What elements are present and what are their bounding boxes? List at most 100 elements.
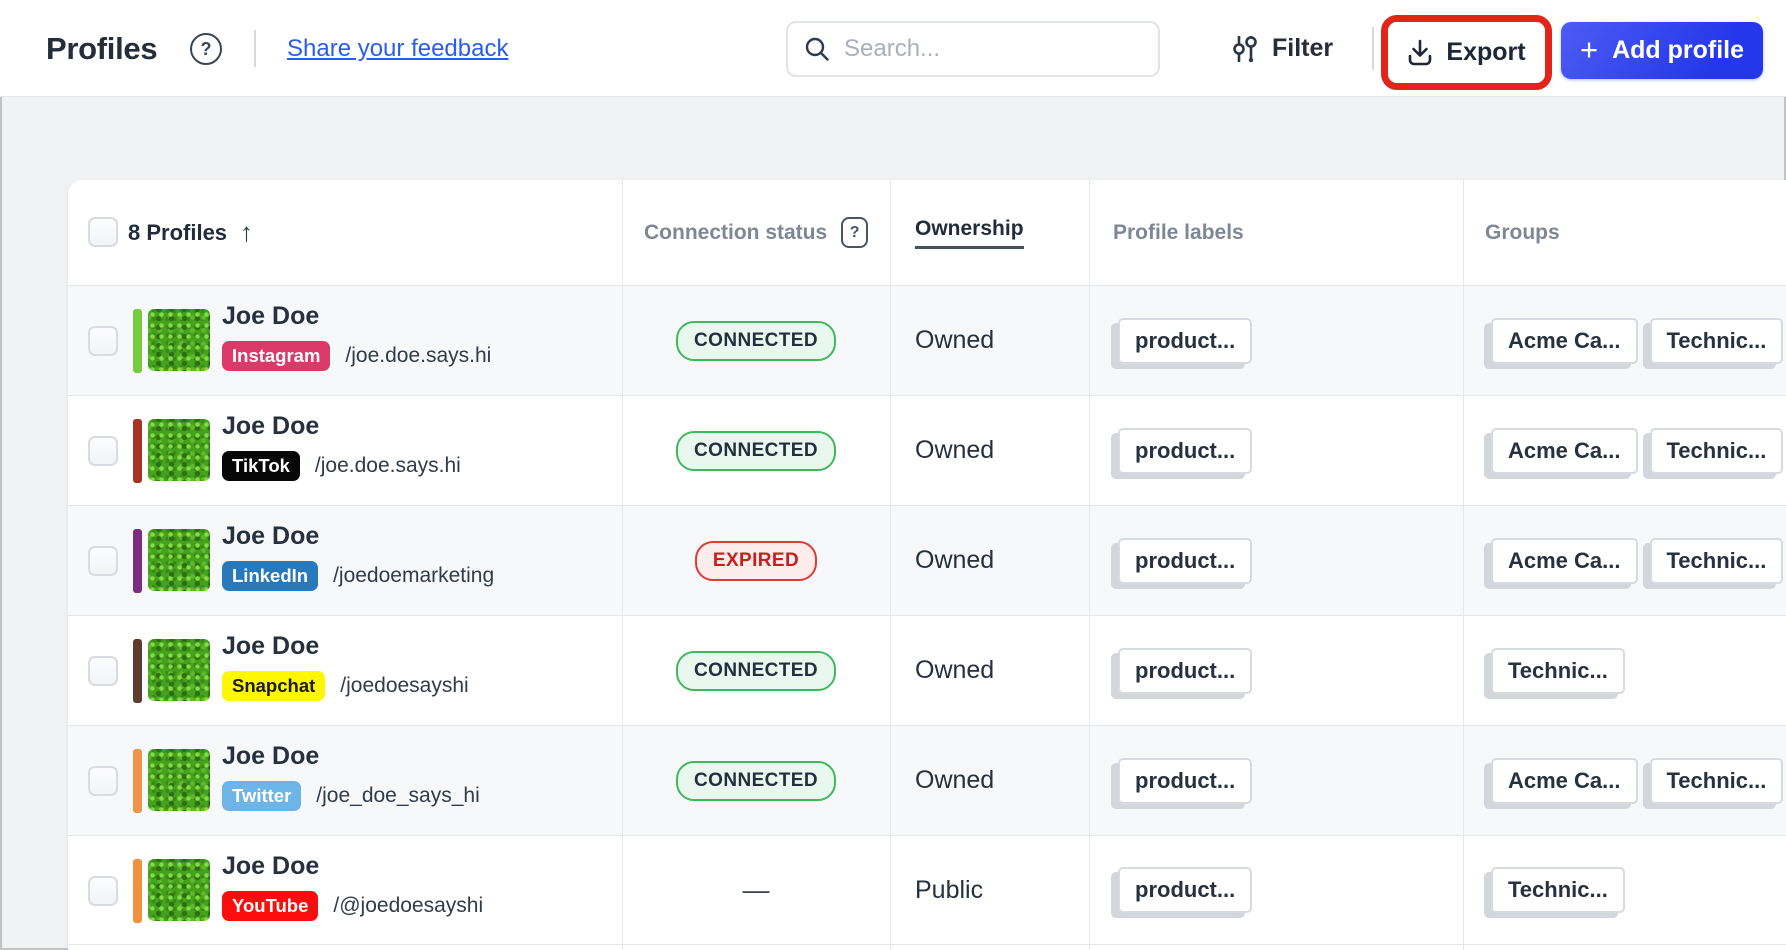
network-badge: Snapchat <box>222 671 326 702</box>
export-button[interactable]: Export <box>1388 22 1545 83</box>
profile-color-bar <box>133 749 142 813</box>
connection-status-cell: EXPIRED <box>622 506 890 615</box>
profile-labels-cell: product... <box>1118 726 1253 835</box>
column-help-glyph: ? <box>849 223 860 241</box>
column-header-ownership[interactable]: Ownership <box>915 180 1024 285</box>
column-divider <box>1089 180 1090 950</box>
search-input[interactable] <box>844 35 1142 63</box>
ownership-cell: Public <box>915 875 984 904</box>
filter-label: Filter <box>1272 34 1334 62</box>
add-profile-button[interactable]: + Add profile <box>1561 22 1763 79</box>
profile-handle: /joedoesayshi <box>340 674 469 698</box>
ownership-label: Ownership <box>915 217 1024 249</box>
column-header-groups: Groups <box>1485 220 1560 244</box>
group-chip[interactable]: Acme Ca... <box>1491 427 1638 474</box>
row-checkbox[interactable] <box>88 326 118 356</box>
table-row[interactable]: Joe Doe Instagram /joe.doe.says.hi CONNE… <box>68 285 1786 395</box>
profile-subline: LinkedIn /joedoemarketing <box>222 561 494 592</box>
add-profile-label: Add profile <box>1612 36 1745 64</box>
profile-color-bar <box>133 859 142 923</box>
groups-cell: Acme Ca... Technic... <box>1491 506 1784 615</box>
help-icon[interactable]: ? <box>190 33 222 65</box>
status-badge: CONNECTED <box>676 650 836 691</box>
group-chip[interactable]: Technic... <box>1649 537 1784 584</box>
status-badge: EXPIRED <box>694 540 818 581</box>
search-icon <box>805 37 829 61</box>
network-badge: LinkedIn <box>222 561 319 592</box>
profile-subline: Snapchat /joedoesayshi <box>222 671 469 702</box>
column-divider <box>1463 180 1464 950</box>
table-row[interactable]: Joe Doe Twitter /joe_doe_says_hi CONNECT… <box>68 725 1786 835</box>
share-feedback-link[interactable]: Share your feedback <box>287 34 509 62</box>
ownership-cell: Owned <box>915 546 995 574</box>
table-row[interactable]: Joe Doe TikTok /joe.doe.says.hi CONNECTE… <box>68 395 1786 505</box>
divider <box>1372 27 1374 70</box>
avatar <box>148 639 210 701</box>
profile-label-chip[interactable]: product... <box>1118 647 1253 694</box>
profiles-table: 8 Profiles ↑ Connection status ? Ownersh… <box>68 180 1786 950</box>
group-chip[interactable]: Technic... <box>1649 427 1784 474</box>
column-header-profile-labels: Profile labels <box>1113 220 1244 244</box>
profiles-count-header: 8 Profiles <box>128 219 228 245</box>
status-badge: CONNECTED <box>676 320 836 361</box>
profile-subline: Twitter /joe_doe_says_hi <box>222 781 480 812</box>
sort-ascending-icon[interactable]: ↑ <box>240 217 253 247</box>
profile-label-chip[interactable]: product... <box>1118 427 1253 474</box>
search-box[interactable] <box>786 21 1160 77</box>
profile-label-chip[interactable]: product... <box>1118 317 1253 364</box>
column-header-connection-status: Connection status ? <box>644 180 869 285</box>
status-badge: — <box>742 874 770 905</box>
ownership-cell: Owned <box>915 766 995 794</box>
group-chip[interactable]: Technic... <box>1649 317 1784 364</box>
profile-label-chip[interactable]: product... <box>1118 537 1253 584</box>
plus-icon: + <box>1579 31 1599 67</box>
filter-button[interactable]: Filter <box>1231 0 1333 97</box>
network-badge: Twitter <box>222 781 302 812</box>
column-help-icon[interactable]: ? <box>841 217 869 248</box>
profile-label-chip[interactable]: product... <box>1118 757 1253 804</box>
row-checkbox[interactable] <box>88 546 118 576</box>
groups-cell: Acme Ca... Technic... <box>1491 726 1784 835</box>
group-chip[interactable]: Acme Ca... <box>1491 317 1638 364</box>
profile-subline: TikTok /joe.doe.says.hi <box>222 451 461 482</box>
profile-label-chip[interactable]: product... <box>1118 867 1253 913</box>
profile-color-bar <box>133 419 142 483</box>
profile-labels-cell: product... <box>1118 836 1253 944</box>
profile-handle: /joe_doe_says_hi <box>316 784 480 808</box>
avatar <box>148 749 210 811</box>
ownership-cell: Owned <box>915 436 995 464</box>
group-chip[interactable]: Technic... <box>1491 647 1625 694</box>
profile-handle: /joe.doe.says.hi <box>345 344 492 368</box>
profile-labels-cell: product... <box>1118 616 1253 725</box>
profile-name: Joe Doe <box>222 632 320 660</box>
table-row[interactable]: Joe Doe LinkedIn /joedoemarketing EXPIRE… <box>68 505 1786 615</box>
connection-status-cell: CONNECTED <box>622 286 890 395</box>
profile-color-bar <box>133 639 142 703</box>
row-checkbox[interactable] <box>88 656 118 686</box>
profile-handle: /@joedoesayshi <box>333 894 484 918</box>
connection-status-cell: CONNECTED <box>622 616 890 725</box>
profile-name: Joe Doe <box>222 852 320 880</box>
select-all-checkbox[interactable] <box>88 217 118 247</box>
table-row[interactable]: Joe Doe YouTube /@joedoesayshi — Public … <box>68 835 1786 945</box>
table-row[interactable]: Joe Doe Snapchat /joedoesayshi CONNECTED… <box>68 615 1786 725</box>
group-chip[interactable]: Acme Ca... <box>1491 757 1638 804</box>
row-checkbox[interactable] <box>88 436 118 466</box>
group-chip[interactable]: Acme Ca... <box>1491 537 1638 584</box>
row-checkbox[interactable] <box>88 766 118 796</box>
row-checkbox[interactable] <box>88 876 118 906</box>
ownership-cell: Owned <box>915 656 995 684</box>
avatar <box>148 529 210 591</box>
profile-name: Joe Doe <box>222 742 320 770</box>
divider <box>254 30 256 67</box>
ownership-cell: Owned <box>915 326 995 354</box>
group-chip[interactable]: Technic... <box>1491 867 1625 913</box>
profile-color-bar <box>133 309 142 373</box>
profile-labels-cell: product... <box>1118 286 1253 395</box>
profile-labels-cell: product... <box>1118 396 1253 505</box>
groups-cell: Technic... <box>1491 836 1625 944</box>
group-chip[interactable]: Technic... <box>1649 757 1784 804</box>
groups-cell: Technic... <box>1491 616 1625 725</box>
connection-status-cell: CONNECTED <box>622 396 890 505</box>
